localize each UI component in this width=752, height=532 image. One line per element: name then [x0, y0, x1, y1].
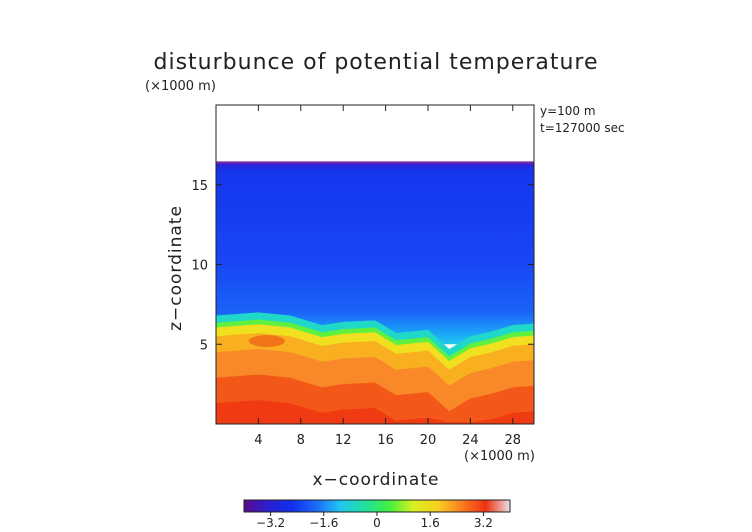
field-layer	[216, 161, 534, 424]
colorbar-tick-label: −3.2	[256, 516, 285, 530]
x-axis-label: x−coordinate	[313, 470, 440, 490]
y-tick-label: 15	[191, 179, 208, 194]
colorbar-tick-label: 1.6	[421, 516, 440, 530]
x-tick-label: 20	[420, 433, 437, 448]
colorbar-ticks: −3.2 −1.6 0 1.6 3.2	[256, 512, 493, 530]
y-tick-label: 10	[191, 259, 208, 274]
x-tick-label: 4	[254, 433, 262, 448]
x-unit-label: (×1000 m)	[464, 449, 535, 464]
plot-area: 4 8 12 16 20 24 28 5 10 15	[191, 104, 535, 448]
warm-red	[216, 400, 534, 424]
colorbar-strip	[243, 499, 511, 513]
annotation-time: t=127000 sec	[540, 121, 625, 135]
y-unit-label: (×1000 m)	[145, 79, 216, 94]
x-tick-label: 28	[505, 433, 522, 448]
colorbar-tick-label: −1.6	[309, 516, 338, 530]
x-tick-label: 16	[377, 433, 394, 448]
chart-title: disturbunce of potential temperature	[154, 50, 599, 75]
x-tick-label: 24	[462, 433, 479, 448]
warm-pocket	[248, 335, 285, 348]
x-tick-label: 12	[335, 433, 352, 448]
y-axis-label: z−coordinate	[166, 205, 186, 331]
colorbar-tick-label: 3.2	[474, 516, 493, 530]
y-axis: 5 10 15	[191, 179, 534, 353]
x-axis: 4 8 12 16 20 24 28	[254, 105, 521, 448]
colorbar-tick-label: 0	[373, 516, 381, 530]
annotation-y: y=100 m	[540, 104, 596, 118]
colorbar: −3.2 −1.6 0 1.6 3.2	[243, 499, 511, 530]
y-tick-label: 5	[200, 338, 208, 353]
x-tick-label: 8	[297, 433, 305, 448]
